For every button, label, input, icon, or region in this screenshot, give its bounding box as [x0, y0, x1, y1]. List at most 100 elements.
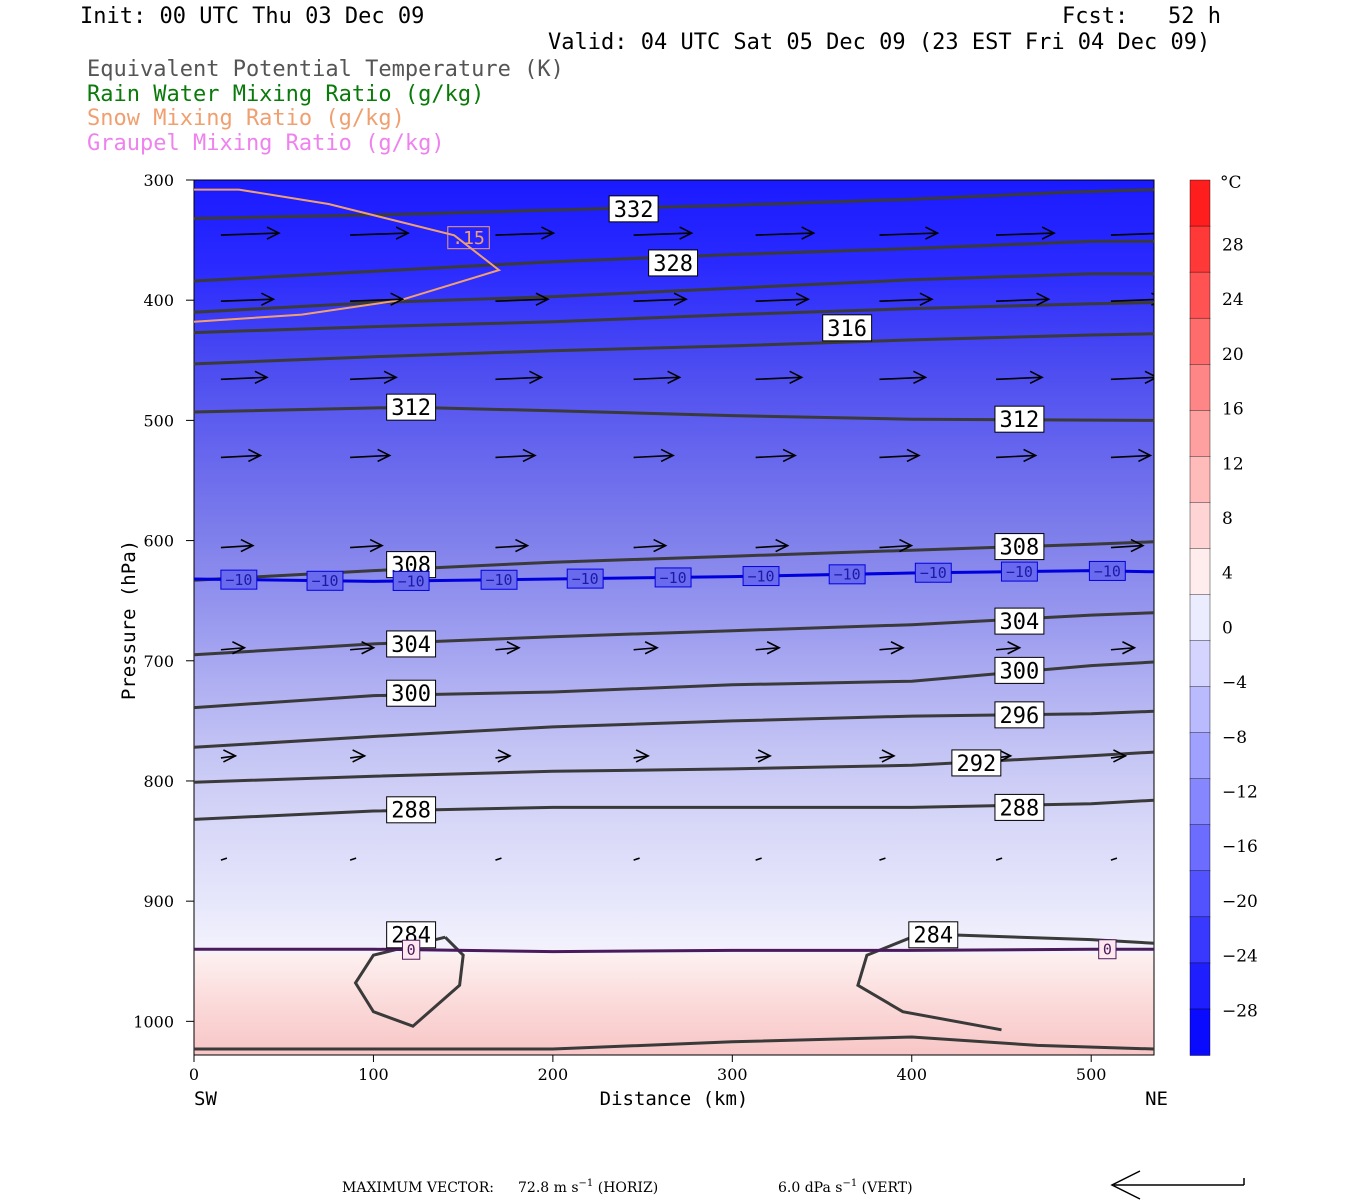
wind-vector: [1110, 749, 1128, 763]
colorbar-swatch: [1189, 640, 1211, 688]
y-tick-label: 900: [143, 892, 174, 911]
wind-vector: [755, 749, 772, 763]
colorbar-swatch: [1189, 778, 1211, 826]
x-tick-label: 100: [358, 1065, 389, 1084]
temperature-colorbar: 28 24 20 16 12 8 4 0 −4 −8 −12 −16 −20 −24 −28: [1189, 179, 1258, 1056]
legend-graupel: Graupel Mixing Ratio (g/kg): [87, 131, 445, 156]
wind-vector: [755, 226, 816, 240]
svg-text:316: 316: [827, 317, 867, 342]
wind-vector: [495, 292, 550, 306]
theta-e-contour: [194, 709, 1154, 749]
wind-vector: [350, 538, 384, 553]
wind-vector: [996, 641, 1022, 655]
x-tick-label: 300: [717, 1065, 748, 1084]
colorbar-swatch: [1189, 317, 1211, 365]
x-tick-label: 400: [896, 1065, 927, 1084]
colorbar-swatch: [1189, 732, 1211, 780]
wind-vector: [633, 641, 659, 655]
colorbar-swatch: [1189, 502, 1211, 550]
svg-text:304: 304: [391, 633, 431, 658]
colorbar-swatch: [1189, 594, 1211, 642]
wind-vector: [879, 448, 921, 463]
svg-text:−10: −10: [1094, 562, 1121, 580]
colorbar-unit: °C: [1220, 173, 1242, 193]
theta-e-label: 288: [386, 796, 437, 824]
wind-vector: [495, 448, 537, 463]
svg-text:−10: −10: [660, 569, 687, 587]
svg-text:.15: .15: [452, 228, 485, 249]
theta-e-contour: [353, 935, 465, 1028]
wind-vector: [220, 370, 269, 385]
theta-e-label: 288: [994, 793, 1045, 821]
theta-e-label: 312: [386, 393, 437, 421]
svg-text:−10: −10: [1006, 563, 1033, 581]
colorbar-label: 4: [1222, 564, 1233, 584]
legend-theta-e: Equivalent Potential Temperature (K): [87, 57, 564, 82]
colorbar-label: 16: [1222, 400, 1244, 420]
y-tick-label: 600: [143, 532, 174, 551]
snow-mixing-contour: [194, 188, 502, 323]
wind-vector: [879, 292, 934, 306]
wind-vector: [220, 448, 263, 463]
wind-vector: [495, 641, 521, 655]
wind-vector: [996, 370, 1044, 385]
wind-vector: [633, 370, 682, 385]
colorbar-swatch: [1189, 962, 1211, 1010]
colorbar-label: −20: [1222, 892, 1258, 912]
theta-e-label: 296: [994, 701, 1045, 729]
wind-vector: [996, 226, 1056, 240]
temperature-label: −10: [914, 562, 952, 583]
colorbar-label: −16: [1222, 837, 1258, 857]
colorbar-swatch: [1189, 686, 1211, 734]
theta-e-contour: [194, 239, 1154, 283]
x-tick-label: 200: [538, 1065, 569, 1084]
theta-e-label: 300: [994, 656, 1045, 684]
temperature-label: −10: [742, 566, 780, 587]
svg-text:0: 0: [1103, 941, 1112, 959]
wind-vector: [879, 641, 905, 655]
svg-text:288: 288: [391, 799, 431, 824]
wind-vector: [350, 226, 410, 240]
svg-text:284: 284: [913, 924, 953, 949]
svg-text:312: 312: [1000, 408, 1040, 433]
theta-e-contour: [194, 1035, 1154, 1051]
wind-vector: [995, 857, 1003, 861]
svg-text:288: 288: [1000, 796, 1040, 821]
colorbar-label: −4: [1222, 673, 1247, 693]
wind-vector: [349, 857, 357, 861]
temperature-label: −10: [392, 570, 430, 591]
svg-text:312: 312: [391, 396, 431, 421]
colorbar-swatch: [1189, 410, 1211, 458]
theta-e-contour: [194, 540, 1154, 582]
wind-vector: [755, 292, 810, 306]
svg-text:−10: −10: [485, 571, 512, 589]
y-tick-label: 500: [143, 411, 174, 430]
wind-vector: [755, 538, 790, 553]
temperature-label: −10: [220, 569, 258, 590]
y-axis-title: Pressure (hPa): [118, 540, 140, 700]
wind-vector: [879, 370, 928, 385]
colorbar-swatch: [1189, 179, 1211, 227]
valid-time: Valid: 04 UTC Sat 05 Dec 09 (23 EST Fri …: [548, 30, 1211, 55]
svg-text:300: 300: [391, 682, 431, 707]
temperature-label: −10: [480, 569, 518, 590]
wind-vector: [755, 641, 781, 655]
svg-text:−10: −10: [747, 567, 774, 585]
wind-vector: [495, 538, 530, 553]
colorbar-swatch: [1189, 916, 1211, 964]
wind-vector: [996, 292, 1051, 306]
theta-e-label: 304: [386, 630, 437, 658]
theta-e-contour: [194, 611, 1154, 657]
wind-vector: [1110, 370, 1154, 385]
wind-vector: [633, 292, 688, 306]
colorbar-swatch: [1189, 364, 1211, 411]
colorbar-label: 24: [1222, 290, 1244, 310]
svg-text:−10: −10: [834, 566, 861, 584]
theta-e-contour: [194, 798, 1154, 821]
theta-e-label: 308: [994, 533, 1045, 561]
x-axis-title: Distance (km): [600, 1088, 749, 1110]
theta-e-label: 300: [386, 679, 437, 707]
temperature-label: −10: [1000, 561, 1038, 582]
wind-vector: [350, 370, 398, 385]
colorbar-label: 0: [1222, 618, 1233, 638]
